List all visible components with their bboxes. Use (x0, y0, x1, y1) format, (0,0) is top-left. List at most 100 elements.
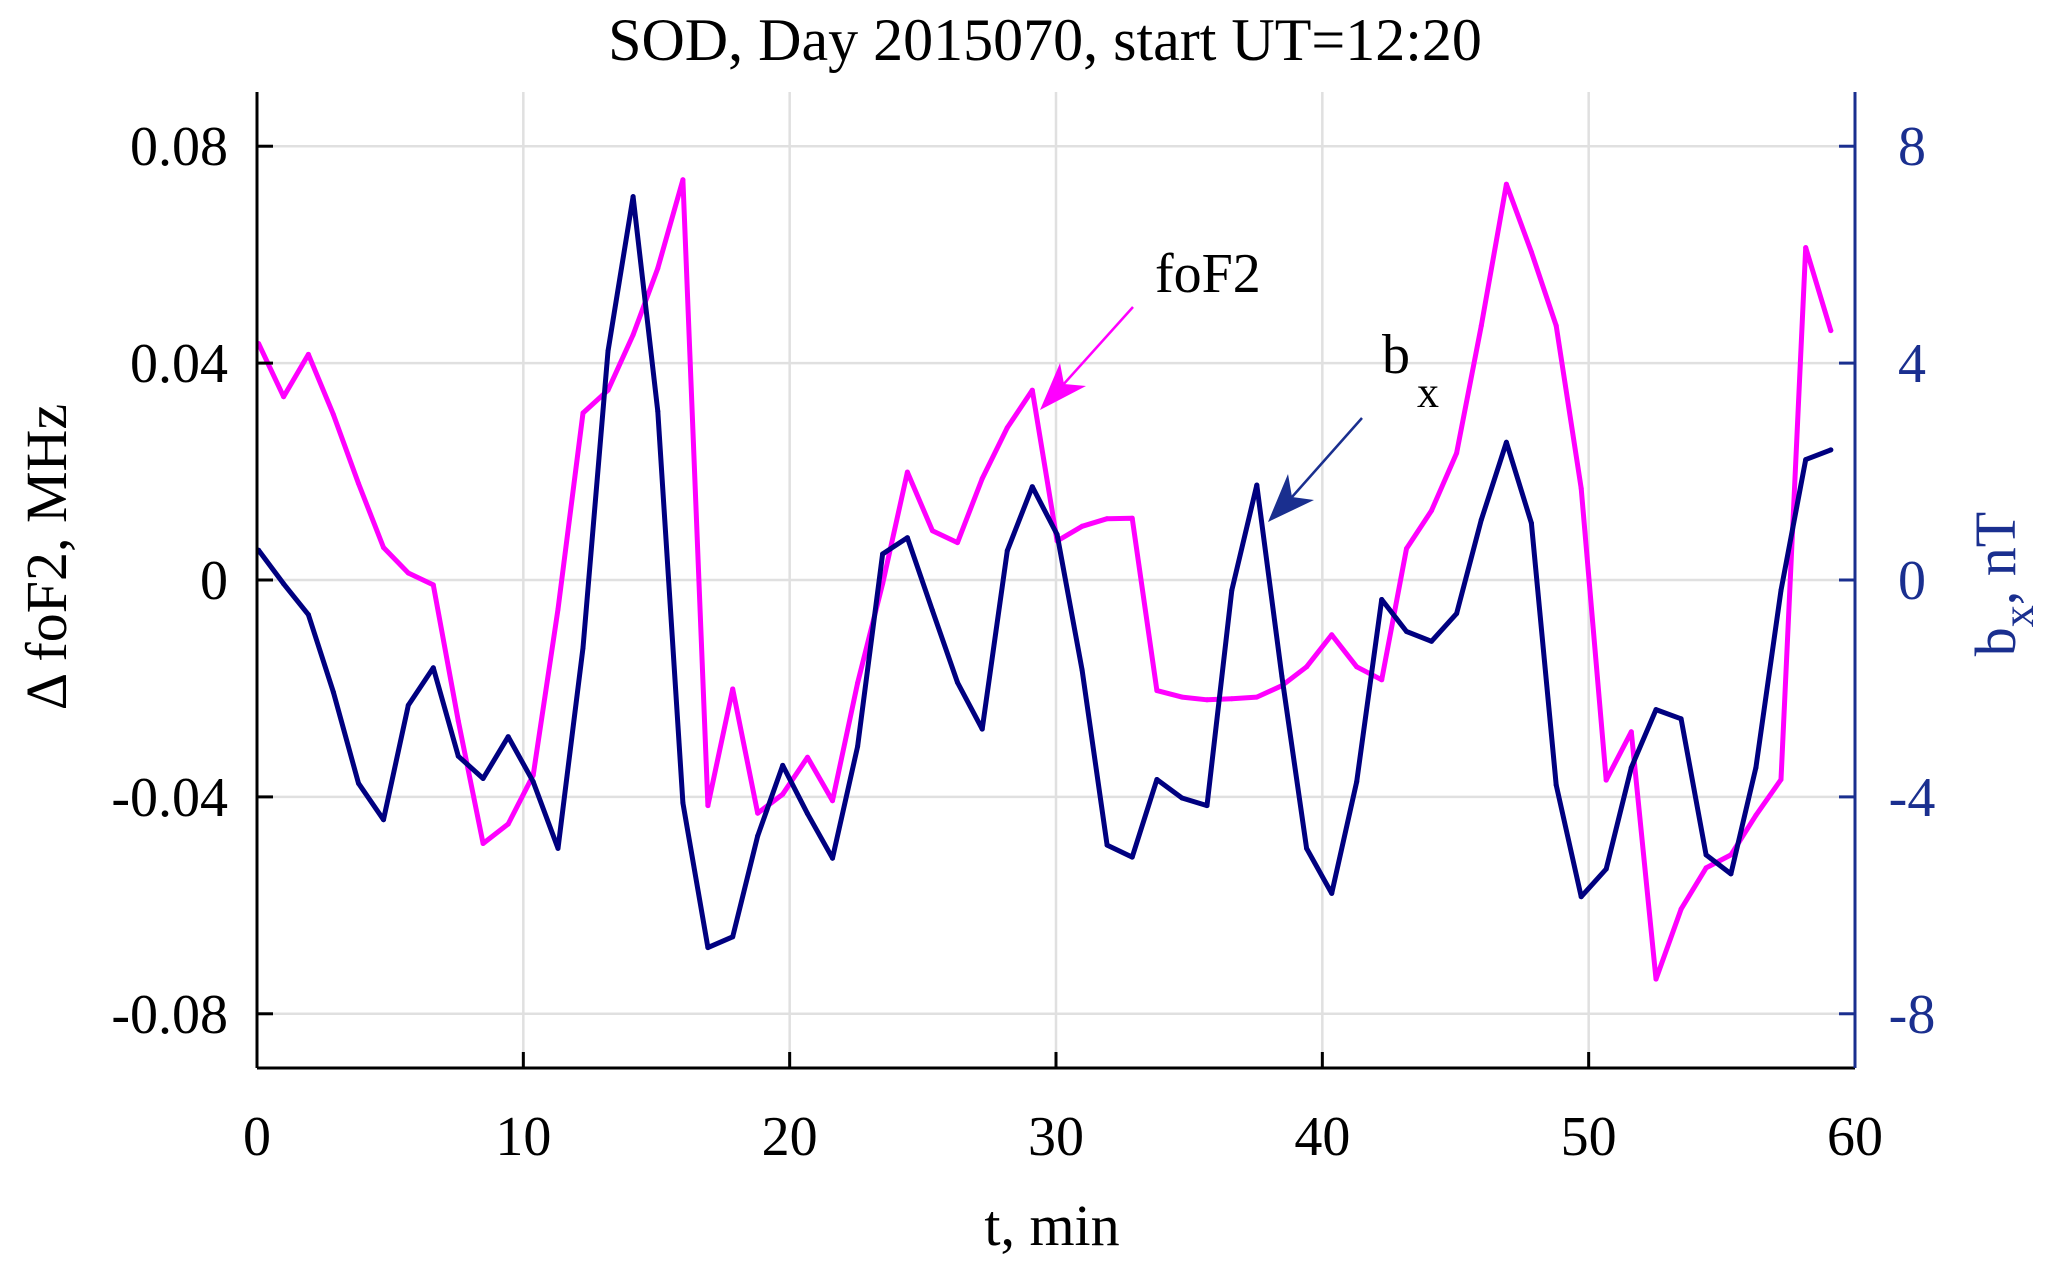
data-point-fof2 (1379, 677, 1385, 683)
data-point-fof2 (929, 528, 935, 534)
data-point-fof2 (430, 582, 436, 588)
data-point-fof2 (1454, 450, 1460, 456)
data-point-bx (1004, 548, 1010, 554)
data-point-bx (305, 612, 311, 618)
data-point-bx (605, 348, 611, 354)
data-point-bx (1528, 520, 1534, 526)
data-point-fof2 (305, 351, 311, 357)
data-point-fof2 (1803, 245, 1809, 251)
data-point-bx (1029, 484, 1035, 490)
data-point-fof2 (455, 718, 461, 724)
data-point-bx (1503, 439, 1509, 445)
data-point-fof2 (955, 540, 960, 546)
data-point-fof2 (1503, 181, 1509, 187)
data-point-bx (1703, 852, 1709, 858)
series-line-bx (256, 194, 1834, 951)
data-point-bx (480, 776, 486, 781)
data-point-bx (830, 855, 835, 861)
data-point-bx (1129, 854, 1135, 860)
data-point-fof2 (1478, 323, 1484, 329)
data-point-fof2 (830, 798, 835, 804)
data-point-fof2 (1728, 852, 1734, 858)
data-point-bx (1778, 587, 1784, 593)
data-point-bx (630, 194, 636, 200)
data-point-bx (1154, 777, 1160, 782)
series-layer (256, 177, 1834, 982)
x-axis-label: t, min (984, 1193, 1119, 1258)
annotation-bx-label: bx (1382, 324, 1439, 417)
left-y-tick-label: 0 (200, 550, 228, 612)
x-tick-label: 10 (495, 1106, 551, 1168)
data-point-fof2 (680, 177, 686, 183)
data-point-bx (356, 780, 361, 786)
data-point-bx (1279, 674, 1285, 679)
data-point-fof2 (730, 686, 736, 692)
x-tick-label: 40 (1294, 1106, 1350, 1168)
data-point-fof2 (855, 680, 861, 686)
data-point-bx (730, 934, 736, 940)
data-point-fof2 (555, 606, 561, 612)
data-point-fof2 (755, 810, 761, 816)
data-point-bx (330, 689, 336, 695)
data-point-fof2 (1778, 777, 1784, 782)
data-point-fof2 (1179, 694, 1185, 700)
data-point-bx (880, 551, 886, 557)
data-point-fof2 (1129, 515, 1135, 521)
data-point-bx (1079, 667, 1085, 673)
data-point-bx (381, 817, 386, 823)
x-tick-label: 30 (1028, 1106, 1084, 1168)
data-point-fof2 (904, 469, 910, 475)
data-point-bx (1678, 716, 1684, 722)
data-point-bx (1379, 597, 1385, 602)
annotation-bx-label-main: b (1382, 324, 1410, 386)
data-point-fof2 (1079, 523, 1085, 529)
x-tick-label: 60 (1827, 1106, 1883, 1168)
data-point-bx (1454, 611, 1460, 617)
data-point-fof2 (1753, 812, 1759, 818)
data-point-fof2 (480, 841, 486, 846)
data-point-bx (1229, 587, 1235, 593)
data-point-bx (1753, 765, 1759, 771)
data-point-fof2 (1628, 729, 1634, 735)
annotation-bx-arrowhead-icon (1268, 474, 1314, 522)
left-y-tick-label: -0.08 (111, 984, 228, 1046)
left-y-axis-label: Δ foF2, MHz (14, 404, 79, 710)
data-point-fof2 (281, 394, 287, 400)
data-point-bx (1404, 629, 1409, 634)
data-point-bx (505, 734, 511, 740)
grid-layer (257, 92, 1855, 1068)
data-point-fof2 (1678, 906, 1684, 912)
data-point-fof2 (356, 481, 361, 486)
data-point-bx (1728, 871, 1734, 877)
data-point-fof2 (979, 476, 985, 482)
data-point-fof2 (1029, 387, 1035, 393)
data-point-bx (1104, 842, 1110, 848)
data-point-bx (680, 800, 686, 806)
right-y-tick-label: 4 (1898, 333, 1926, 395)
data-point-fof2 (655, 265, 661, 271)
annotation-bx-label-sub: x (1417, 368, 1439, 417)
data-point-bx (1304, 845, 1310, 851)
data-point-bx (979, 726, 985, 732)
data-point-fof2 (1204, 697, 1210, 703)
data-point-bx (1329, 890, 1335, 896)
x-tick-label: 0 (243, 1106, 271, 1168)
data-point-fof2 (780, 791, 786, 797)
data-point-bx (1553, 782, 1559, 788)
right-y-axis-label-sub: x (1994, 605, 2043, 627)
data-point-fof2 (580, 410, 586, 416)
left-y-tick-label: 0.08 (130, 116, 228, 178)
data-point-fof2 (330, 412, 336, 418)
data-point-bx (929, 607, 935, 613)
data-point-bx (855, 744, 861, 749)
data-point-bx (805, 811, 810, 817)
left-y-tick-label: 0.04 (130, 333, 228, 395)
data-point-bx (705, 945, 711, 951)
data-point-bx (780, 762, 786, 768)
data-point-bx (655, 408, 661, 414)
annotation-fof2-arrowhead-icon (1040, 363, 1086, 410)
annotation-fof2-label: foF2 (1155, 243, 1261, 305)
data-point-fof2 (1104, 516, 1110, 522)
data-point-fof2 (1429, 508, 1434, 514)
